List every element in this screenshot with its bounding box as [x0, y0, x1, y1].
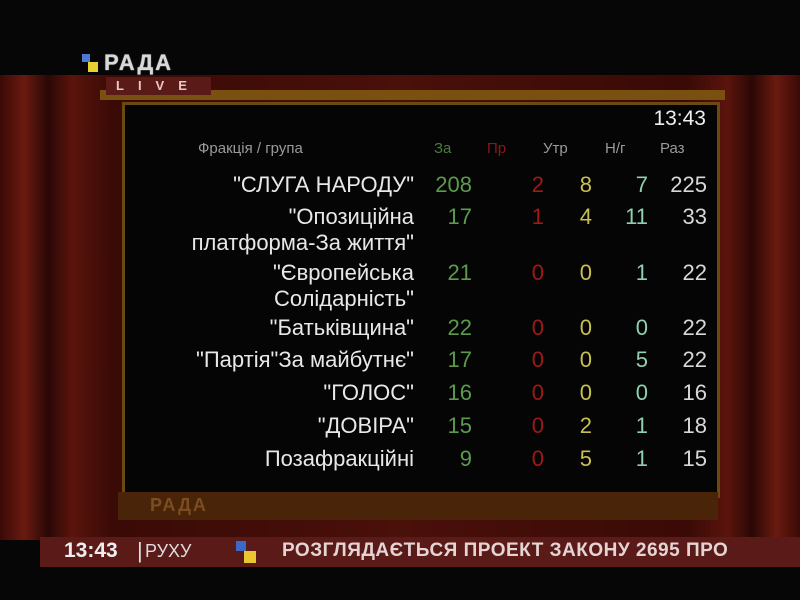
header-faction: Фракція / група — [198, 140, 303, 157]
count-pr: 0 — [531, 260, 544, 285]
faction-row: "Опозиційна платформа-За життя" 17 1 4 11 33 — [122, 204, 714, 255]
count-za: 22 — [447, 315, 472, 340]
count-za: 16 — [447, 380, 472, 405]
count-utr: 5 — [579, 446, 592, 471]
ticker-divider: | — [137, 538, 143, 563]
count-ng: 1 — [635, 413, 648, 438]
board-time: 13:43 — [653, 107, 706, 130]
count-ng: 1 — [635, 446, 648, 471]
faction-name-line: "Опозиційна — [288, 204, 414, 229]
count-utr: 2 — [579, 413, 592, 438]
count-raz: 22 — [682, 347, 707, 372]
count-za: 21 — [447, 260, 472, 285]
count-utr: 0 — [579, 315, 592, 340]
count-pr: 2 — [531, 172, 544, 197]
faction-name: "ДОВІРА" — [318, 413, 414, 439]
faction-row: "СЛУГА НАРОДУ" 208 2 8 7 225 — [122, 172, 714, 202]
faction-name-line: "ГОЛОС" — [323, 380, 414, 405]
faction-name-line: "Європейська — [272, 260, 414, 285]
faction-name-line: "Батьківщина" — [269, 315, 414, 340]
count-raz: 18 — [682, 413, 707, 438]
count-raz: 225 — [670, 172, 707, 197]
news-ticker — [40, 537, 800, 567]
count-pr: 0 — [531, 315, 544, 340]
count-pr: 0 — [531, 380, 544, 405]
count-za: 15 — [447, 413, 472, 438]
faction-row: Позафракційні 9 0 5 1 15 — [122, 446, 714, 476]
header-utr: Утр — [543, 140, 568, 157]
faction-name-line: "СЛУГА НАРОДУ" — [233, 172, 414, 197]
count-ng: 0 — [635, 315, 648, 340]
faction-name: "Батьківщина" — [270, 315, 414, 341]
count-raz: 16 — [682, 380, 707, 405]
faction-name-line: платформа-За життя" — [191, 230, 414, 255]
vote-board — [122, 102, 720, 498]
count-ng: 5 — [635, 347, 648, 372]
flag-icon — [82, 54, 98, 72]
count-ng: 11 — [625, 204, 648, 229]
count-raz: 22 — [682, 315, 707, 340]
faction-name-line: Позафракційні — [264, 446, 414, 471]
count-za: 17 — [447, 347, 472, 372]
board-top-trim — [100, 90, 725, 100]
count-pr: 0 — [531, 446, 544, 471]
count-utr: 0 — [579, 260, 592, 285]
faction-name-line: "ДОВІРА" — [317, 413, 414, 438]
faction-name: Позафракційні — [265, 446, 414, 472]
count-raz: 22 — [682, 260, 707, 285]
count-utr: 4 — [579, 204, 592, 229]
live-badge: LIVE — [106, 77, 211, 95]
count-pr: 0 — [531, 413, 544, 438]
header-pr: Пр — [487, 140, 507, 157]
faction-row: "Європейська Солідарність" 21 0 0 1 22 — [122, 260, 714, 311]
count-za: 208 — [435, 172, 472, 197]
faction-row: "Партія"За майбутнє" 17 0 0 5 22 — [122, 347, 714, 377]
ticker-time: 13:43 — [64, 539, 118, 562]
count-raz: 33 — [682, 204, 707, 229]
ticker-text: РОЗГЛЯДАЄТЬСЯ ПРОЕКТ ЗАКОНУ 2695 ПРО — [282, 540, 729, 561]
count-ng: 0 — [635, 380, 648, 405]
header-raz: Раз — [660, 140, 685, 157]
faction-row: "ДОВІРА" 15 0 2 1 18 — [122, 413, 714, 443]
count-za: 17 — [447, 204, 472, 229]
count-utr: 0 — [579, 347, 592, 372]
flag-icon — [236, 541, 256, 563]
ticker-subtitle: РУХУ — [145, 541, 192, 561]
count-ng: 1 — [635, 260, 648, 285]
count-za: 9 — [459, 446, 472, 471]
faction-name-line: Солідарність" — [273, 286, 414, 311]
faction-row: "Батьківщина" 22 0 0 0 22 — [122, 315, 714, 345]
board-bezel — [118, 492, 718, 520]
faction-row: "ГОЛОС" 16 0 0 0 16 — [122, 380, 714, 410]
bezel-logo: РАДА — [150, 495, 208, 515]
count-pr: 1 — [531, 204, 544, 229]
count-utr: 0 — [579, 380, 592, 405]
logo-text: РАДА — [104, 50, 174, 75]
header-ng: Н/г — [605, 140, 626, 157]
faction-name: "Європейська Солідарність" — [273, 260, 414, 312]
header-za: За — [434, 140, 452, 157]
faction-name: "Опозиційна платформа-За життя" — [192, 204, 414, 256]
faction-name: "ГОЛОС" — [323, 380, 414, 406]
count-ng: 7 — [635, 172, 648, 197]
count-utr: 8 — [579, 172, 592, 197]
faction-name: "Партія"За майбутнє" — [196, 347, 414, 373]
count-pr: 0 — [531, 347, 544, 372]
faction-name-line: "Партія"За майбутнє" — [196, 347, 414, 372]
count-raz: 15 — [682, 446, 707, 471]
faction-name: "СЛУГА НАРОДУ" — [233, 172, 414, 198]
